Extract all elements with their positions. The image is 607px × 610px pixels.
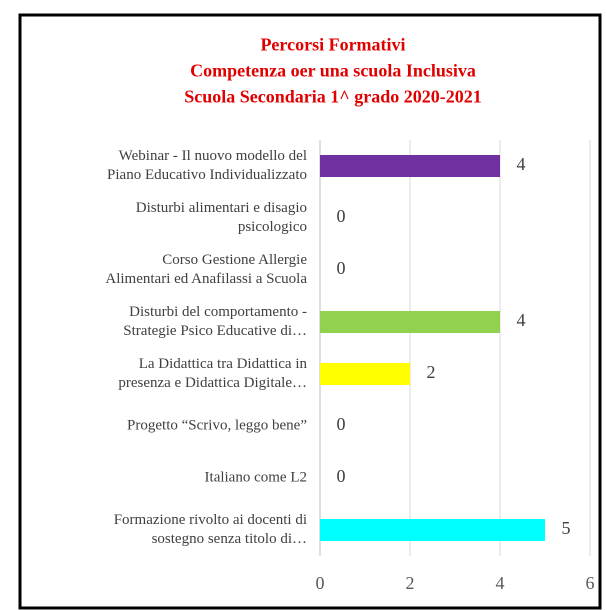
data-label: 5 xyxy=(562,518,571,538)
x-tick-label: 0 xyxy=(316,573,325,593)
bar xyxy=(320,363,410,385)
data-label: 4 xyxy=(517,154,526,174)
bar xyxy=(320,519,545,541)
y-tick-label: Webinar - Il nuovo modello del Piano Edu… xyxy=(107,148,307,183)
bar xyxy=(320,155,500,177)
data-label: 4 xyxy=(517,310,526,330)
chart-title: Percorsi Formativi xyxy=(260,34,406,55)
y-tick-label: Formazione rivolto ai docenti di sostegn… xyxy=(113,512,307,547)
x-tick-label: 4 xyxy=(496,573,505,593)
y-tick-label: Disturbi alimentari e disagio psicologic… xyxy=(135,200,307,235)
chart-title: Competenza oer una scuola Inclusiva xyxy=(190,60,476,81)
x-tick-label: 6 xyxy=(586,573,595,593)
y-tick-label: Disturbi del comportamento - Strategie P… xyxy=(123,304,307,339)
y-tick-label: La Didattica tra Didattica in presenza e… xyxy=(118,356,307,391)
data-label: 2 xyxy=(427,362,436,382)
data-label: 0 xyxy=(337,466,346,486)
y-tick-label: Italiano come L2 xyxy=(204,469,307,486)
x-tick-label: 2 xyxy=(406,573,415,593)
chart-border xyxy=(18,13,602,610)
data-label: 0 xyxy=(337,414,346,434)
data-label: 0 xyxy=(337,258,346,278)
bar xyxy=(320,311,500,333)
y-tick-label: Progetto “Scrivo, leggo bene” xyxy=(127,417,307,434)
chart-title: Scuola Secondaria 1^ grado 2020-2021 xyxy=(184,86,482,107)
data-label: 0 xyxy=(337,206,346,226)
y-tick-label: Corso Gestione Allergie Alimentari ed An… xyxy=(105,252,307,287)
